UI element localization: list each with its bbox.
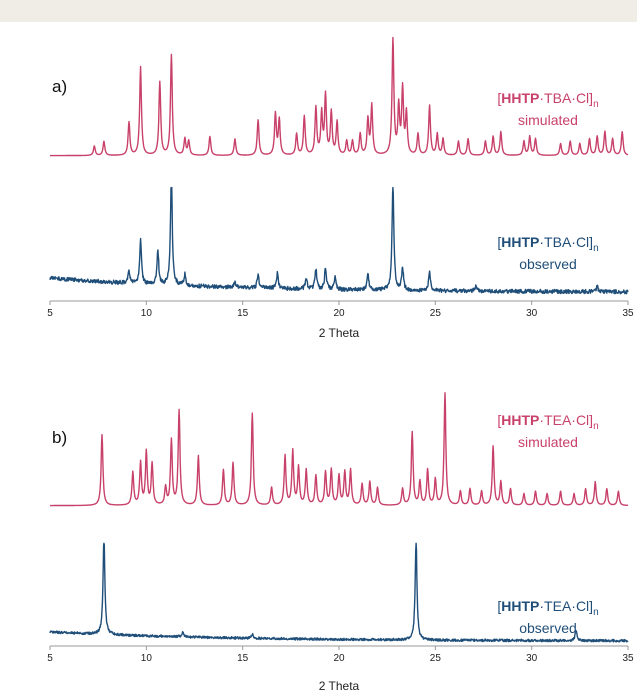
x-tick-label: 30	[526, 308, 538, 319]
panel-a: a) [HHTP·TBA·Cl]n simulated [HHTP·TBA·Cl]n o…	[47, 36, 634, 340]
series-label-line2-1: observed	[519, 620, 577, 636]
series-label-0: [HHTP·TEA·Cl]n	[497, 412, 598, 432]
series-line-1	[49, 186, 629, 295]
series-label-1: [HHTP·TEA·Cl]n	[497, 598, 598, 618]
x-axis-title: 2 Theta	[319, 326, 360, 340]
series-label-0: [HHTP·TBA·Cl]n	[497, 90, 598, 110]
series-line-0	[49, 36, 629, 157]
series-label-1: [HHTP·TBA·Cl]n	[497, 234, 598, 254]
x-tick-label: 35	[622, 308, 634, 319]
x-tick-label: 15	[237, 653, 249, 664]
series-label-line2-1: observed	[519, 256, 577, 272]
x-tick-label: 30	[526, 653, 538, 664]
x-tick-label: 25	[430, 308, 442, 319]
x-tick-label: 25	[430, 653, 442, 664]
x-tick-label: 5	[47, 308, 53, 319]
series-label-line2-0: simulated	[518, 434, 578, 450]
series-line-1	[49, 542, 629, 643]
panel-label: a)	[52, 77, 67, 96]
x-tick-label: 10	[141, 653, 153, 664]
series-line-0	[49, 392, 629, 507]
series-label-line2-0: simulated	[518, 112, 578, 128]
x-tick-label: 20	[333, 653, 345, 664]
x-tick-label: 35	[622, 653, 634, 664]
x-axis-title: 2 Theta	[319, 679, 360, 693]
top-band	[0, 0, 637, 22]
x-tick-label: 5	[47, 653, 53, 664]
panel-b: b) [HHTP·TEA·Cl]n simulated [HHTP·TEA·Cl]n o…	[47, 392, 634, 693]
x-tick-label: 20	[333, 308, 345, 319]
panel-label: b)	[52, 428, 67, 447]
x-tick-label: 10	[141, 308, 153, 319]
x-tick-label: 15	[237, 308, 249, 319]
